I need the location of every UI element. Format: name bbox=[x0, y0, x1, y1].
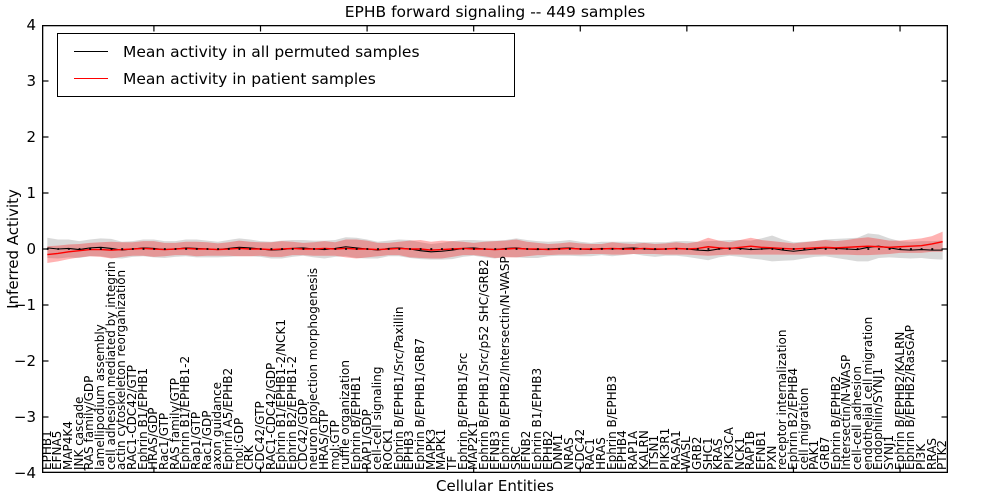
legend-line-black-icon bbox=[74, 51, 108, 52]
y-tick-label: 1 bbox=[26, 184, 36, 202]
legend-label-patient: Mean activity in patient samples bbox=[123, 69, 376, 88]
legend-line-red-icon bbox=[74, 78, 108, 79]
y-tick-label: −1 bbox=[13, 296, 36, 314]
y-tick-label: 3 bbox=[26, 72, 36, 90]
plot-area bbox=[42, 25, 948, 473]
y-tick-label: 4 bbox=[26, 16, 36, 34]
y-tick-label: −3 bbox=[13, 408, 36, 426]
x-axis-label: Cellular Entities bbox=[436, 477, 554, 495]
band-patient bbox=[47, 231, 943, 263]
y-tick-label: 0 bbox=[26, 240, 36, 258]
x-category-label: Ephrin B/EPHB2/Intersectin/N-WASP bbox=[498, 256, 513, 470]
legend: Mean activity in all permuted samples Me… bbox=[57, 33, 515, 97]
plot-border bbox=[42, 25, 948, 473]
legend-item-permuted: Mean activity in all permuted samples bbox=[58, 43, 514, 61]
legend-label-permuted: Mean activity in all permuted samples bbox=[123, 42, 420, 61]
chart-title: EPHB forward signaling -- 449 samples bbox=[344, 3, 646, 21]
legend-item-patient: Mean activity in patient samples bbox=[58, 70, 514, 88]
y-tick-label: 2 bbox=[26, 128, 36, 146]
y-tick-label: −2 bbox=[13, 352, 36, 370]
y-tick-label: −4 bbox=[13, 464, 36, 482]
x-category-label: PTK2 bbox=[935, 439, 950, 470]
plot-canvas bbox=[42, 25, 948, 473]
band-permuted bbox=[47, 233, 943, 262]
